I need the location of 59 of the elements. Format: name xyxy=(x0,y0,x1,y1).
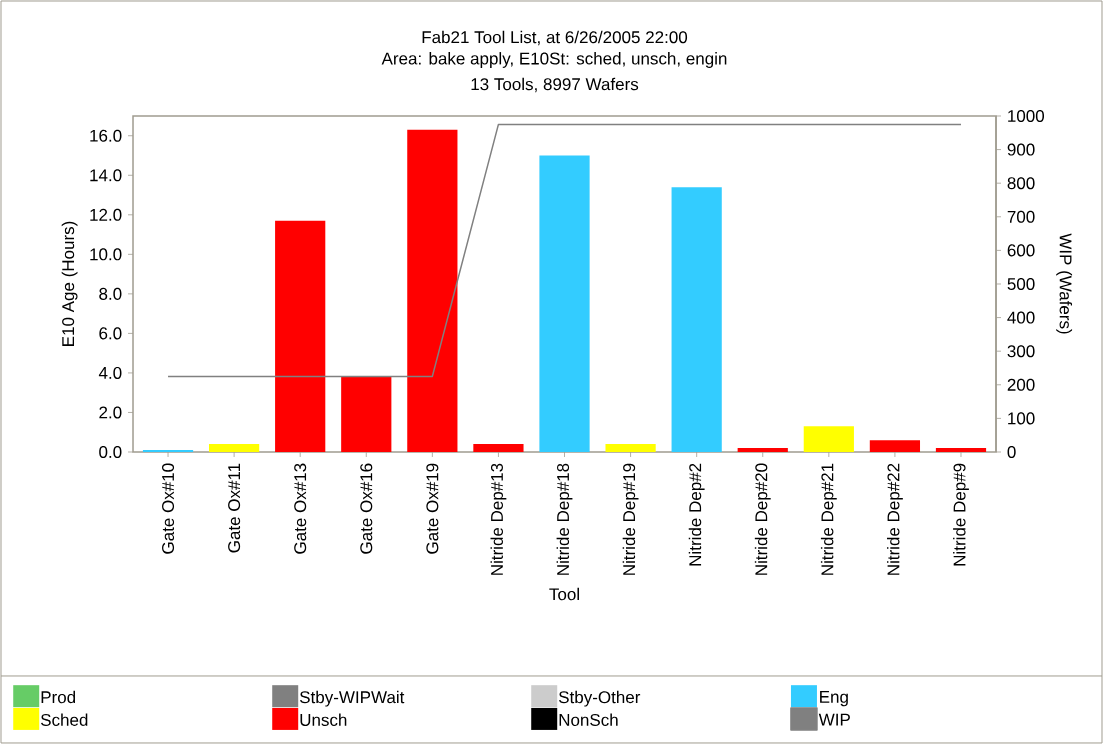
legend-label: Stby-Other xyxy=(558,690,641,707)
bar xyxy=(341,376,392,452)
y2-tick-label: 200 xyxy=(1007,378,1035,391)
y2-tick-label: 0 xyxy=(1007,445,1016,459)
x-tick-label: Gate Ox#10 xyxy=(162,463,175,554)
y2-tick-label: 400 xyxy=(1007,311,1035,324)
x-tick-label: Nitride Dep#20 xyxy=(754,463,771,575)
legend-label: WIP xyxy=(818,713,850,726)
y-axis-title: E10 Age (Hours) xyxy=(61,221,78,346)
bar xyxy=(407,129,458,452)
y-tick-label: 16.0 xyxy=(90,129,122,142)
y2-tick-label: 800 xyxy=(1007,177,1035,190)
y-tick-label: 2.0 xyxy=(99,406,122,419)
x-tick-label: Nitride Dep#2 xyxy=(688,463,705,566)
chart-subtitle: Area: bake apply, E10St: sched, unsch, engin xyxy=(381,52,727,68)
y-tick-label: 6.0 xyxy=(99,327,122,340)
y2-tick-label: 700 xyxy=(1007,210,1035,223)
legend-label: Prod xyxy=(41,690,76,704)
y-tick-label: 8.0 xyxy=(99,287,122,300)
bar xyxy=(275,220,326,452)
bar xyxy=(935,448,987,452)
legend-label: NonSch xyxy=(559,713,618,726)
bar xyxy=(803,426,854,452)
x-tick-label: Gate Ox#16 xyxy=(360,463,373,554)
y2-axis-title: WIP (Wafers) xyxy=(1056,233,1073,334)
x-tick-label: Gate Ox#19 xyxy=(426,463,439,554)
y2-tick-label: 100 xyxy=(1008,412,1035,425)
legend-label: Sched xyxy=(40,713,88,726)
y-tick-label: 12.0 xyxy=(90,208,122,221)
y-tick-label: 10.0 xyxy=(90,248,122,261)
x-tick-label: Nitride Dep#19 xyxy=(622,463,639,575)
chart-title: Fab21 Tool List, at 6/26/2005 22:00 xyxy=(422,30,688,46)
x-tick-label: Nitride Dep#13 xyxy=(490,463,507,575)
text: 13 Tools, 8997 Wafers xyxy=(471,77,639,93)
y2-tick-label: 900 xyxy=(1007,143,1035,156)
x-tick-label: Gate Ox#11 xyxy=(228,463,241,553)
y2-tick-label: 500 xyxy=(1007,277,1035,291)
y2-tick-label: 600 xyxy=(1007,244,1035,257)
x-tick-label: Gate Ox#13 xyxy=(294,463,307,554)
bar xyxy=(539,155,590,452)
bar xyxy=(869,440,921,452)
legend-label: Unsch xyxy=(300,713,347,726)
x-tick-label: Nitride Dep#18 xyxy=(556,463,573,575)
bar xyxy=(473,444,524,452)
x-tick-label: Nitride Dep#21 xyxy=(820,463,837,575)
y2-tick-label: 300 xyxy=(1007,345,1035,358)
bar xyxy=(209,444,260,452)
legend-label: Stby-WIPWait xyxy=(299,690,405,707)
x-tick-label: Nitride Dep#9 xyxy=(953,463,969,566)
bar xyxy=(605,444,656,452)
y2-tick-label: 1000 xyxy=(1008,109,1045,123)
y-tick-label: 4.0 xyxy=(98,366,122,379)
bar xyxy=(671,187,722,452)
bar xyxy=(737,448,788,452)
y-tick-label: 14.0 xyxy=(90,169,122,182)
x-axis-title: Tool xyxy=(549,587,579,601)
x-tick-label: Nitride Dep#22 xyxy=(886,463,903,575)
y-tick-label: 0.0 xyxy=(99,445,122,459)
legend-label: Eng xyxy=(820,691,848,707)
